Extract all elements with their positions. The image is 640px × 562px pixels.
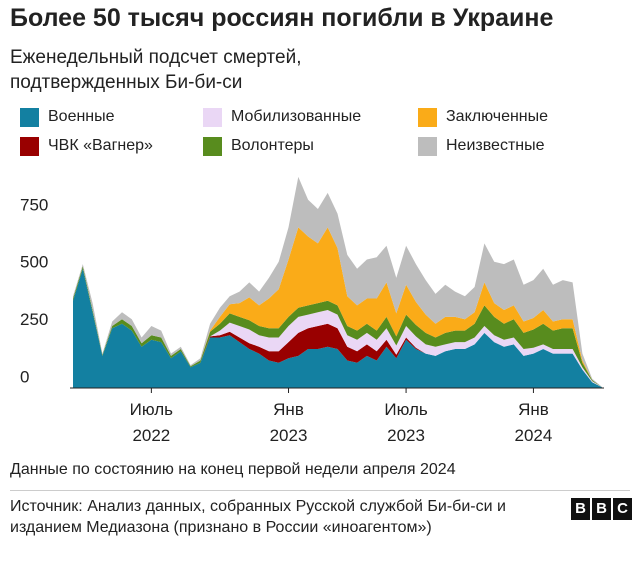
note: Данные по состоянию на конец первой неде… — [10, 461, 456, 478]
y-tick-label: 500 — [20, 253, 48, 272]
legend-label: Военные — [48, 108, 115, 125]
legend-label: Неизвестные — [446, 137, 545, 154]
logo-letter: B — [592, 498, 611, 520]
area — [73, 176, 602, 388]
area — [73, 266, 602, 388]
y-tick-label: 250 — [20, 310, 48, 329]
logo-letter: B — [571, 498, 590, 520]
area — [73, 268, 602, 388]
legend-swatch — [418, 137, 437, 156]
separator — [10, 490, 630, 491]
legend-swatch — [20, 108, 39, 127]
area — [73, 268, 602, 388]
legend-swatch — [203, 137, 222, 156]
legend-swatch — [203, 108, 222, 127]
chart-subtitle: Еженедельный подсчет смертей, подтвержде… — [10, 47, 302, 93]
x-tick-label: Июль 2022 — [129, 400, 174, 445]
x-tick-label: Янв 2024 — [514, 400, 553, 445]
x-tick-label: Июль 2023 — [384, 400, 428, 445]
chart-title: Более 50 тысяч россиян погибли в Украине — [10, 4, 554, 32]
legend-label: ЧВК «Вагнер» — [48, 137, 153, 154]
legend-label: Заключенные — [446, 108, 549, 125]
y-tick-label: 0 — [20, 367, 29, 386]
y-tick-label: 750 — [20, 195, 48, 214]
legend-label: Мобилизованные — [231, 108, 362, 125]
legend-label: Волонтеры — [231, 137, 314, 154]
x-tick-label: Янв 2023 — [269, 400, 308, 445]
legend-swatch — [418, 108, 437, 127]
area — [73, 227, 602, 388]
logo-letter: C — [613, 498, 632, 520]
source: Источник: Анализ данных, собранных Русск… — [10, 498, 506, 536]
legend-swatch — [20, 137, 39, 156]
